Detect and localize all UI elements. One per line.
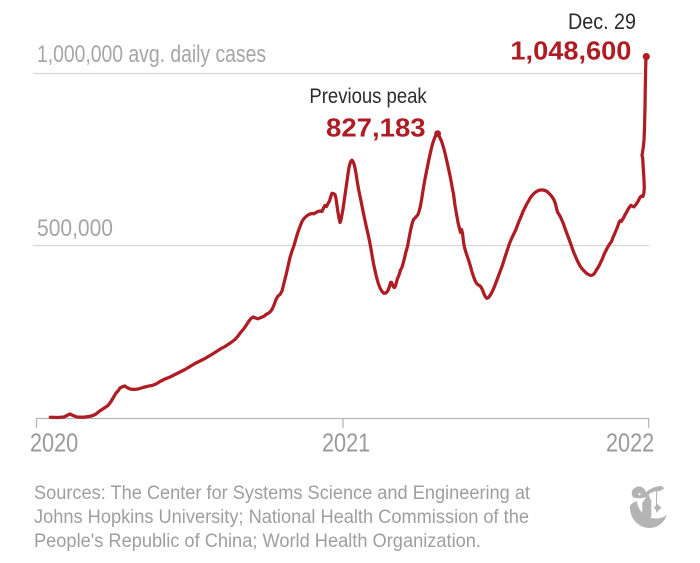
svg-text:Previous peak: Previous peak xyxy=(309,85,427,108)
svg-text:1,048,600: 1,048,600 xyxy=(510,36,631,66)
svg-text:2021: 2021 xyxy=(322,429,370,457)
svg-text:827,183: 827,183 xyxy=(326,113,426,143)
svg-text:People's Republic of China; Wo: People's Republic of China; World Health… xyxy=(34,531,481,552)
svg-text:2020: 2020 xyxy=(30,429,78,457)
svg-text:Dec. 29: Dec. 29 xyxy=(568,9,636,34)
svg-text:2022: 2022 xyxy=(606,429,654,457)
svg-text:1,000,000 avg. daily cases: 1,000,000 avg. daily cases xyxy=(37,41,266,68)
svg-text:Sources: The Center for System: Sources: The Center for Systems Science … xyxy=(34,483,531,504)
svg-text:500,000: 500,000 xyxy=(37,215,113,242)
svg-text:Johns Hopkins University; Nati: Johns Hopkins University; National Healt… xyxy=(34,507,529,528)
